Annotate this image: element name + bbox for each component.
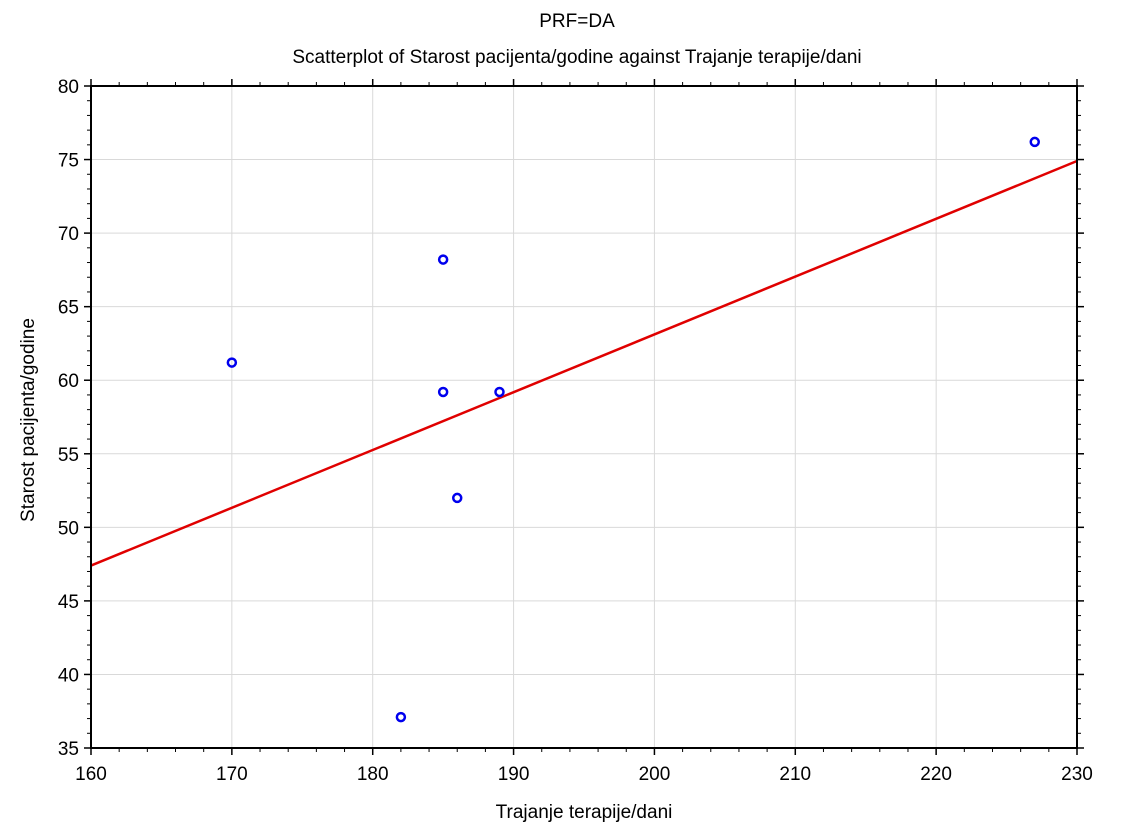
data-points [226,136,1040,723]
y-tick-label: 50 [58,518,79,539]
regression-line [90,159,1078,567]
x-tick-label: 180 [357,764,389,785]
y-tick-label: 70 [58,224,79,245]
regression-fit [90,159,1078,567]
y-tick-label: 35 [58,739,79,760]
scatter-point [494,386,505,398]
chart-subtitle: Scatterplot of Starost pacijenta/godine … [292,47,861,68]
x-tick-label: 170 [216,764,248,785]
scatter-point [437,386,449,398]
x-tick-label: 160 [75,764,107,785]
scatter-point [437,254,449,265]
scatter-point [226,357,238,368]
y-tick-label: 60 [58,371,79,392]
y-tick-label: 75 [58,151,79,172]
scatter-point [395,711,407,723]
y-tick-label: 55 [58,445,79,466]
x-axis-label: Trajanje terapije/dani [496,802,673,823]
y-tick-label: 45 [58,592,79,613]
x-tick-label: 220 [920,764,952,785]
axis-ticks [84,79,1084,755]
y-tick-label: 40 [58,665,79,686]
x-tick-labels: 160 170 180 190 200 210 220 230 [75,764,1093,785]
y-axis-label: Starost pacijenta/godine [18,318,39,522]
x-tick-label: 200 [639,764,671,785]
x-tick-label: 190 [498,764,530,785]
y-tick-labels: 35 40 45 50 55 60 65 70 75 80 [58,77,79,760]
scatter-point [451,492,463,504]
x-tick-label: 230 [1061,764,1093,785]
chart-title: PRF=DA [539,11,615,32]
y-tick-label: 65 [58,298,79,319]
plot-frame [90,85,1078,749]
x-tick-label: 210 [779,764,811,785]
y-tick-label: 80 [58,77,79,98]
scatter-point [1029,136,1040,148]
grid-lines [91,86,1077,748]
